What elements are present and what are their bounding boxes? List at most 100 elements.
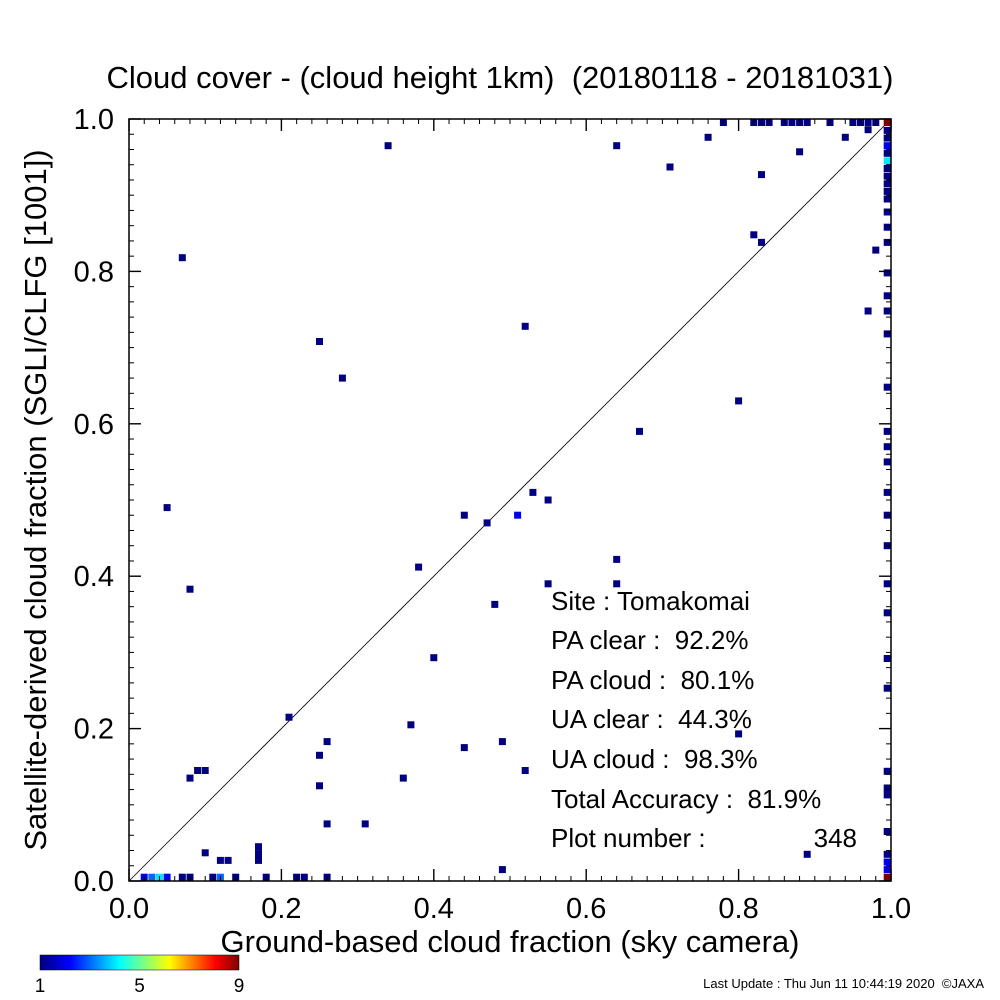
x-tick-label: 0.4 [414, 893, 454, 925]
y-tick-label: 0.2 [74, 714, 114, 746]
colorbar: 1 5 9 [35, 954, 244, 997]
data-point [460, 511, 468, 519]
data-point [285, 713, 293, 721]
data-point [163, 504, 171, 512]
data-point [883, 383, 891, 391]
data-point [323, 738, 331, 746]
x-tick-label: 0.2 [261, 893, 301, 925]
data-point [883, 180, 891, 188]
colorbar-tick-label: 5 [134, 976, 145, 997]
stats-pa-cloud: PA cloud : 80.1% [551, 665, 754, 695]
last-update-footer: Last Update : Thu Jun 11 10:44:19 2020 ©… [703, 976, 984, 991]
data-point [178, 873, 186, 881]
data-point [883, 791, 891, 799]
stats-total-accuracy: Total Accuracy : 81.9% [551, 784, 821, 814]
data-point [255, 856, 262, 864]
chart-title: Cloud cover - (cloud height 1km) (201801… [107, 60, 894, 95]
data-point [224, 856, 232, 864]
data-point [338, 374, 346, 382]
diagonal-reference-line [128, 118, 892, 882]
data-point [758, 171, 765, 179]
data-point [636, 427, 643, 435]
data-point [216, 856, 224, 864]
data-point [883, 157, 891, 165]
data-point [521, 767, 529, 774]
x-tick-label: 1.0 [871, 893, 911, 925]
data-point [544, 580, 552, 588]
data-point [316, 751, 323, 759]
data-point [883, 195, 891, 203]
y-axis-tick-labels: 0.0 0.2 0.4 0.6 0.8 1.0 [74, 104, 114, 898]
data-point [883, 609, 891, 617]
y-tick-label: 0.6 [74, 409, 114, 441]
y-tick-label: 0.4 [74, 561, 114, 593]
stats-annotation: Site : Tomakomai PA clear : 92.2% PA clo… [551, 586, 857, 853]
data-point [883, 866, 891, 874]
data-point [883, 307, 891, 315]
data-point [883, 172, 891, 180]
data-point [883, 443, 891, 451]
data-point [872, 246, 880, 254]
data-point [803, 850, 811, 858]
data-point [883, 488, 891, 496]
data-point [498, 738, 506, 746]
x-axis-label: Ground-based cloud fraction (sky camera) [221, 924, 800, 959]
data-point [613, 580, 621, 588]
data-point [483, 519, 491, 527]
data-point [255, 843, 262, 851]
data-point [300, 873, 308, 881]
data-point [529, 488, 537, 496]
stats-ua-clear: UA clear : 44.3% [551, 704, 752, 734]
data-point [883, 767, 891, 775]
data-point [841, 133, 849, 141]
data-point [758, 238, 765, 246]
stats-site: Site : Tomakomai [551, 586, 750, 616]
data-point [883, 142, 891, 150]
data-point [613, 555, 621, 563]
plot-area [128, 118, 892, 882]
data-point [361, 820, 369, 828]
data-point [864, 126, 872, 134]
data-point [163, 873, 171, 881]
colorbar-tick-label: 1 [35, 976, 46, 997]
data-point [883, 134, 891, 142]
data-point [201, 767, 209, 774]
stats-plot-number-label: Plot number : [551, 823, 706, 853]
data-point [316, 338, 323, 345]
data-point [460, 744, 468, 752]
data-point [178, 254, 186, 262]
data-point [194, 767, 202, 774]
y-tick-label: 0.0 [74, 866, 114, 898]
data-point [750, 231, 758, 239]
data-point [491, 600, 499, 608]
data-point [883, 684, 891, 692]
data-point [430, 654, 438, 662]
data-point [407, 721, 415, 729]
y-tick-label: 1.0 [74, 104, 114, 136]
data-point [883, 850, 891, 858]
data-point [803, 119, 811, 126]
axis-major-ticks [128, 118, 892, 882]
data-point [883, 858, 891, 866]
data-point [788, 119, 796, 126]
data-point [883, 187, 891, 195]
axis-minor-ticks [129, 119, 891, 881]
data-point [883, 873, 891, 881]
data-point [201, 849, 209, 857]
data-point [883, 126, 891, 134]
data-point [883, 655, 891, 662]
x-tick-label: 0.6 [566, 893, 606, 925]
data-point [883, 119, 891, 126]
data-point [883, 269, 891, 277]
data-point [209, 873, 217, 881]
data-point [758, 119, 765, 126]
data-point [186, 585, 194, 593]
data-point [666, 163, 674, 171]
y-axis-label: Satellite-derived cloud fraction (SGLI/C… [18, 149, 53, 850]
data-point [883, 828, 891, 835]
data-point [148, 873, 156, 881]
data-point [415, 563, 423, 571]
data-point [796, 148, 804, 156]
data-point [849, 119, 857, 126]
